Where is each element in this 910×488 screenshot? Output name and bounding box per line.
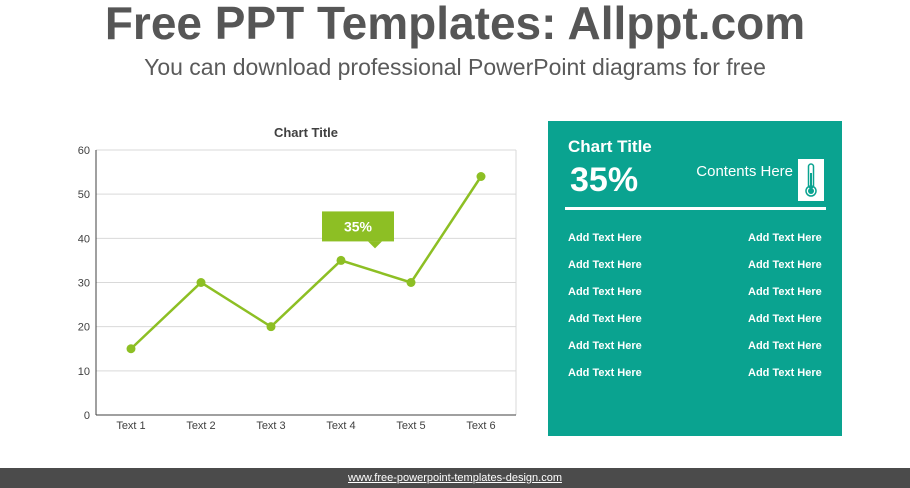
panel-list-item: Add Text Here xyxy=(748,286,822,298)
callout-label: 35% xyxy=(344,218,373,234)
panel-list-left: Add Text Here Add Text Here Add Text Here A… xyxy=(568,232,678,394)
data-point xyxy=(196,278,206,287)
x-tick-label: Text 5 xyxy=(396,420,425,432)
panel-list-item: Add Text Here xyxy=(568,367,642,379)
thermometer-icon xyxy=(798,159,824,201)
data-point xyxy=(266,322,276,332)
y-tick-label: 50 xyxy=(78,189,90,201)
data-point xyxy=(476,172,486,181)
data-point xyxy=(406,278,416,287)
x-tick-label: Text 3 xyxy=(256,420,285,432)
info-panel: Chart Title 35% Contents Here Add Text H… xyxy=(548,121,842,436)
panel-list-item: Add Text Here xyxy=(748,313,822,325)
panel-list-right: Add Text Here Add Text Here Add Text Here A… xyxy=(748,232,858,394)
panel-list-item: Add Text Here xyxy=(748,259,822,271)
data-point xyxy=(336,255,346,265)
line-chart: Chart Title 0 10 20 30 40 50 60 Text 1 Text 2 Text… xyxy=(78,125,517,432)
panel-list-item: Add Text Here xyxy=(568,286,642,298)
panel-value: 35% xyxy=(570,161,639,199)
data-point xyxy=(126,344,136,354)
page-title: Free PPT Templates: Allppt.com xyxy=(104,0,806,49)
panel-list-item: Add Text Here xyxy=(748,367,822,379)
x-tick-label: Text 4 xyxy=(326,420,355,432)
footer-link[interactable]: www.free-powerpoint-templates-design.com xyxy=(348,472,562,484)
panel-divider xyxy=(565,207,826,210)
y-tick-label: 30 xyxy=(78,278,90,290)
panel-list-item: Add Text Here xyxy=(568,259,642,271)
callout-pointer xyxy=(368,241,382,249)
panel-title: Chart Title xyxy=(568,137,652,156)
y-tick-label: 10 xyxy=(78,366,90,378)
y-tick-label: 40 xyxy=(78,233,90,245)
chart-title: Chart Title xyxy=(274,125,338,140)
panel-list-item: Add Text Here xyxy=(748,340,822,352)
page-subtitle: You can download professional PowerPoint… xyxy=(144,54,766,80)
x-tick-label: Text 2 xyxy=(186,420,215,432)
callout-box xyxy=(322,211,394,242)
footer-bar: www.free-powerpoint-templates-design.com xyxy=(0,468,910,488)
x-tick-label: Text 6 xyxy=(466,420,495,432)
series-line xyxy=(130,175,483,350)
x-tick-label: Text 1 xyxy=(116,420,145,432)
panel-list-item: Add Text Here xyxy=(568,232,642,244)
y-tick-label: 20 xyxy=(78,322,90,334)
panel-list-item: Add Text Here xyxy=(748,232,822,244)
panel-contents: Contents Here xyxy=(696,163,793,180)
y-tick-label: 0 xyxy=(84,410,90,422)
y-tick-label: 60 xyxy=(78,145,90,157)
panel-list-item: Add Text Here xyxy=(568,340,642,352)
panel-list-item: Add Text Here xyxy=(568,313,642,325)
